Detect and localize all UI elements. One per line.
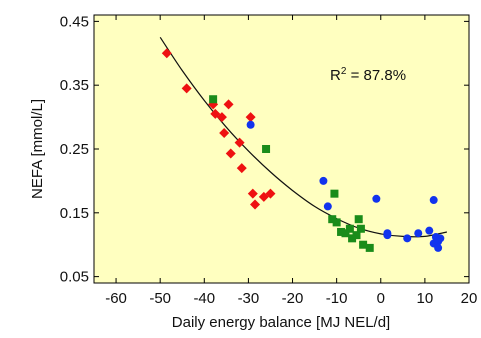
y-tick-label: 0.35 xyxy=(60,77,89,94)
square-point xyxy=(209,95,218,104)
square-point xyxy=(341,229,350,238)
x-tick-label: -10 xyxy=(326,290,348,307)
square-point xyxy=(356,224,365,233)
square-point xyxy=(328,215,337,224)
diamond-point xyxy=(234,137,245,148)
x-axis-title: Daily energy balance [MJ NEL/d] xyxy=(172,314,390,331)
square-point xyxy=(332,218,341,227)
y-tick-label: 0.15 xyxy=(60,205,89,222)
r-squared-annotation: R2 = 87.8% xyxy=(330,66,406,84)
y-tick-label: 0.45 xyxy=(60,13,89,30)
x-tick-label: -60 xyxy=(105,290,127,307)
annotation-sup: 2 xyxy=(341,66,347,77)
diamond-point xyxy=(216,112,227,123)
x-tick-label: -40 xyxy=(193,290,215,307)
x-tick-label: 10 xyxy=(417,290,434,307)
x-tick-label: -20 xyxy=(282,290,304,307)
data-markers xyxy=(161,48,445,252)
circle-point xyxy=(323,202,332,211)
square-point xyxy=(337,227,346,236)
x-tick-label: 20 xyxy=(461,290,478,307)
circle-point xyxy=(403,234,412,243)
circle-point xyxy=(436,234,445,243)
x-tick-label: -30 xyxy=(238,290,260,307)
x-tick-label: 0 xyxy=(377,290,385,307)
diamond-point xyxy=(236,163,247,174)
axis-ticks xyxy=(94,15,470,283)
fit-curve xyxy=(159,36,448,238)
y-axis-title: NEFA [mmol/L] xyxy=(29,99,46,199)
square-point xyxy=(352,231,361,240)
square-point xyxy=(330,189,339,198)
circle-point xyxy=(414,229,423,238)
circle-point xyxy=(319,176,328,185)
diamond-point xyxy=(245,112,256,123)
circle-point xyxy=(246,120,255,129)
circle-point xyxy=(429,196,438,205)
circle-point xyxy=(434,243,443,252)
diamond-point xyxy=(247,188,258,199)
square-point xyxy=(365,243,374,252)
circle-point xyxy=(372,194,381,203)
diamond-point xyxy=(265,188,276,199)
x-tick-label: -50 xyxy=(149,290,171,307)
square-point xyxy=(354,215,363,224)
circle-point xyxy=(425,226,434,235)
square-point xyxy=(262,145,271,153)
diamond-point xyxy=(223,99,234,110)
square-point xyxy=(348,234,357,243)
square-point xyxy=(345,224,354,233)
diamond-point xyxy=(219,128,230,139)
diamond-point xyxy=(161,48,172,59)
y-tick-label: 0.05 xyxy=(60,269,89,286)
plot-background xyxy=(93,14,470,284)
diamond-point xyxy=(225,148,236,159)
circle-point xyxy=(383,229,392,238)
annotation-base: R xyxy=(330,67,341,84)
y-tick-label: 0.25 xyxy=(60,141,89,158)
diamond-point xyxy=(250,199,261,210)
tick-labels: -60 -50 -40 -30 -20 -10 0 10 20 0.05 0.15 0.25 0.35 0… xyxy=(60,13,478,307)
annotation-text: = 87.8% xyxy=(346,67,406,84)
square-point xyxy=(359,240,368,249)
diamond-point xyxy=(181,83,192,94)
